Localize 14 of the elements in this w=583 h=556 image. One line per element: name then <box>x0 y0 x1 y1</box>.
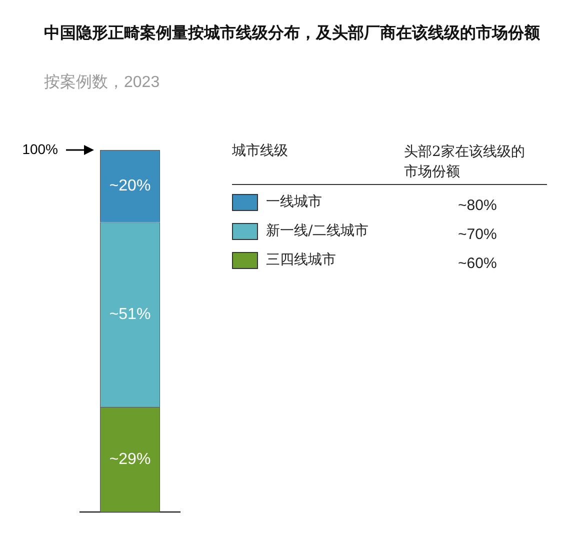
legend-title: 城市线级 <box>232 142 288 160</box>
text: ~80% <box>458 197 497 214</box>
data-label: ~29% <box>109 450 151 468</box>
data-label: ~20% <box>109 178 151 195</box>
chart-subtitle: 按案例数，2023 <box>44 72 160 93</box>
text: 中国隐形正畸案例量按城市线级分布，及头部厂商在该线级的市场份额 <box>44 22 541 44</box>
text: ~70% <box>458 226 497 243</box>
text: 100% <box>22 140 58 157</box>
text: ~60% <box>458 255 497 272</box>
legend-label: 一线城市 <box>266 193 322 211</box>
text: 头部2家在该线级的市场份额 <box>404 143 526 182</box>
data-label: ~51% <box>109 306 151 324</box>
legend-label: 三四线城市 <box>266 251 336 269</box>
text: 新一线/二线城市 <box>266 222 369 240</box>
